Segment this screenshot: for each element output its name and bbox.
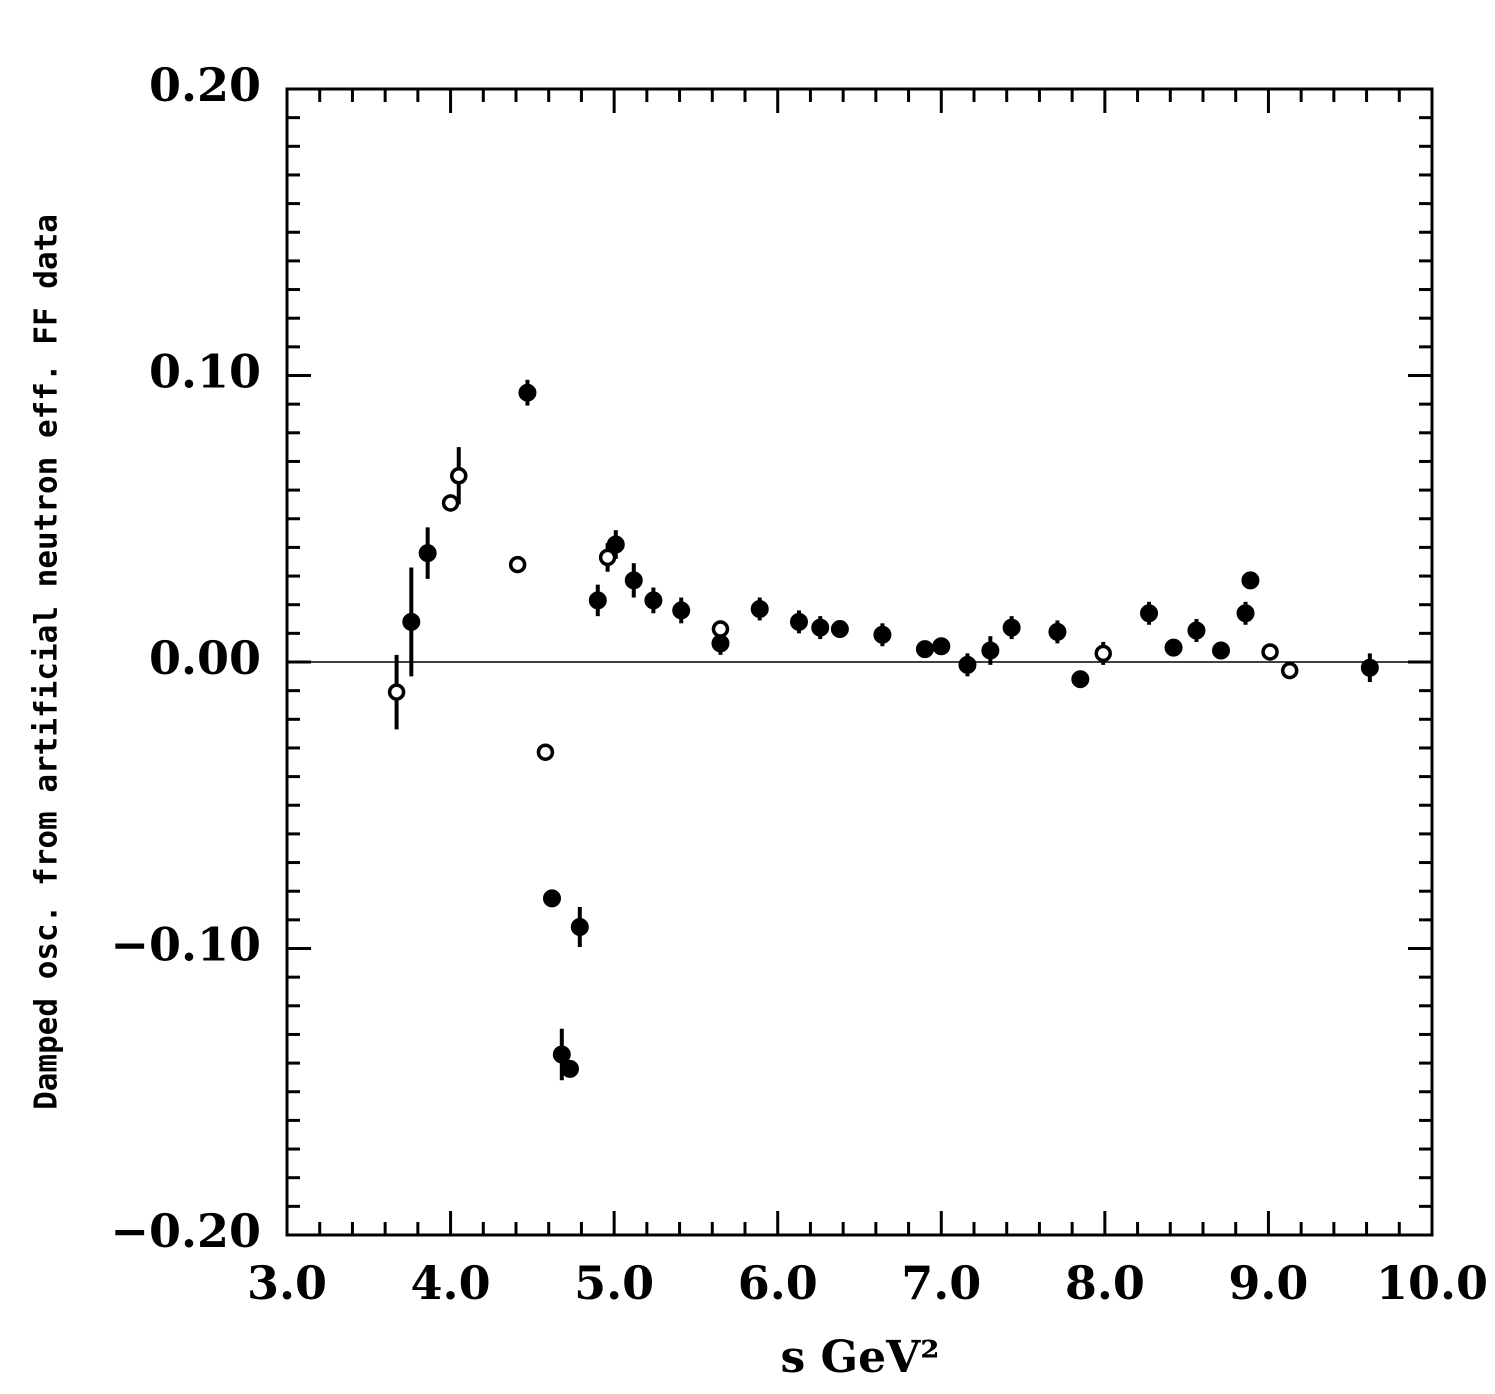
data-point — [672, 601, 691, 620]
data-point — [1071, 670, 1090, 689]
data-point — [932, 637, 951, 656]
x-tick-label: 8.0 — [1065, 1256, 1145, 1310]
y-tick-label: −0.20 — [110, 1204, 261, 1258]
data-point — [1164, 638, 1183, 657]
data-point — [711, 620, 730, 638]
x-tick-label: 9.0 — [1228, 1256, 1308, 1310]
y-tick-label: 0.10 — [149, 345, 261, 399]
data-point — [1241, 571, 1260, 590]
x-tick-label: 5.0 — [574, 1256, 654, 1310]
data-point — [418, 544, 437, 563]
data-point — [644, 591, 663, 610]
data-point — [873, 625, 892, 644]
data-point — [570, 918, 589, 937]
x-tick-label: 10.0 — [1376, 1256, 1488, 1310]
data-point — [542, 889, 561, 908]
data-point — [536, 743, 555, 761]
data-point — [1187, 621, 1206, 640]
data-point — [508, 555, 527, 574]
data-point — [1094, 644, 1112, 663]
y-tick-label: 0.20 — [149, 58, 261, 112]
data-point — [441, 494, 460, 512]
data-point — [811, 618, 830, 637]
data-point — [915, 640, 934, 659]
x-tick-label: 3.0 — [247, 1256, 327, 1310]
data-point — [789, 612, 808, 631]
data-point — [981, 641, 1000, 660]
data-point — [402, 612, 421, 631]
data-point — [750, 599, 769, 618]
data-point — [958, 655, 977, 674]
data-point — [1002, 618, 1021, 637]
y-tick-label: 0.00 — [149, 631, 261, 685]
data-point — [1236, 604, 1255, 623]
data-point — [1261, 643, 1279, 661]
y-tick-label: −0.10 — [110, 918, 261, 972]
data-point — [624, 571, 643, 590]
x-tick-label: 7.0 — [901, 1256, 981, 1310]
data-point — [1140, 604, 1159, 623]
data-point — [552, 1045, 571, 1064]
data-point — [1048, 622, 1067, 641]
x-tick-label: 4.0 — [411, 1256, 491, 1310]
data-point — [518, 383, 537, 402]
data-point — [1360, 658, 1379, 677]
data-point — [560, 1059, 579, 1078]
data-point — [588, 591, 607, 610]
x-tick-label: 6.0 — [738, 1256, 818, 1310]
data-point — [598, 548, 617, 567]
data-point — [1280, 661, 1299, 680]
data-point — [450, 467, 468, 485]
data-point — [387, 683, 406, 701]
y-axis-label: Damped osc. from artificial neutron eff.… — [29, 214, 65, 1110]
data-point — [1211, 641, 1230, 660]
data-point — [830, 620, 849, 639]
x-axis-label: s GeV² — [780, 1332, 939, 1383]
